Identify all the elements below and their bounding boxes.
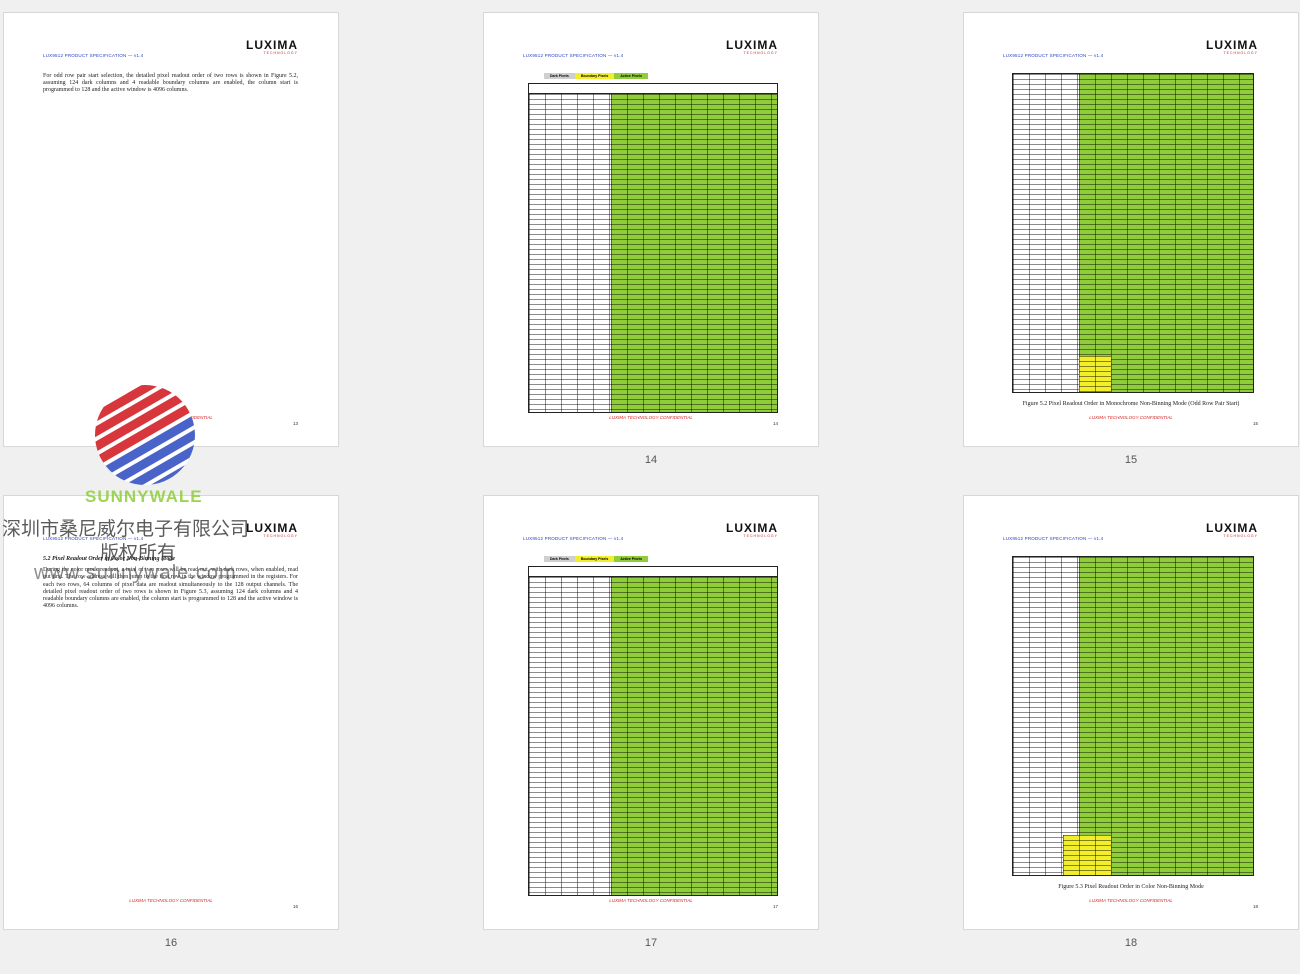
luxima-logo: LUXIMA TECHNOLOGY	[246, 38, 298, 55]
luxima-logo: LUXIMA TECHNOLOGY	[1206, 521, 1258, 538]
active-columns	[611, 84, 777, 412]
legend-boundary: Boundary Pixels	[574, 556, 615, 562]
page-label: 17	[644, 937, 658, 949]
confidential-footer: LUXIMA TECHNOLOGY CONFIDENTIAL	[609, 415, 693, 420]
page-header: LUX9512 PRODUCT SPECIFICATION — v1.4	[43, 53, 144, 58]
table-header	[529, 567, 777, 577]
page-thumbnail-18[interactable]: LUX9512 PRODUCT SPECIFICATION — v1.4 LUX…	[963, 495, 1299, 930]
page-footer-number: 18	[1252, 904, 1258, 909]
active-columns	[1079, 557, 1253, 875]
sunnywale-logo-icon	[95, 385, 195, 485]
page-label: 15	[1124, 454, 1138, 466]
legend-active: Active Pixels	[614, 73, 648, 79]
luxima-logo: LUXIMA TECHNOLOGY	[726, 38, 778, 55]
active-columns	[611, 567, 777, 895]
legend-dark: Dark Pixels	[544, 73, 575, 79]
page-label: 16	[164, 937, 178, 949]
page-header: LUX9512 PRODUCT SPECIFICATION — v1.4	[523, 53, 624, 58]
figure-caption: Figure 5.3 Pixel Readout Order in Color …	[1058, 884, 1204, 890]
confidential-footer: LUXIMA TECHNOLOGY CONFIDENTIAL	[609, 898, 693, 903]
luxima-logo: LUXIMA TECHNOLOGY	[726, 521, 778, 538]
page-header: LUX9512 PRODUCT SPECIFICATION — v1.4	[43, 536, 144, 541]
confidential-footer: LUXIMA TECHNOLOGY CONFIDENTIAL	[1089, 415, 1173, 420]
watermark-brand: SUNNYWALE	[85, 487, 203, 506]
legend-boundary: Boundary Pixels	[574, 73, 615, 79]
legend-dark: Dark Pixels	[544, 556, 575, 562]
boundary-columns	[1063, 835, 1111, 875]
page-header: LUX9512 PRODUCT SPECIFICATION — v1.4	[1003, 536, 1104, 541]
readout-table	[528, 566, 778, 896]
page-footer-number: 17	[772, 904, 778, 909]
page-body: 5.2 Pixel Readout Order in Color Non-Bin…	[43, 556, 298, 610]
luxima-logo: LUXIMA TECHNOLOGY	[1206, 38, 1258, 55]
legend-active: Active Pixels	[614, 556, 648, 562]
page-label: 14	[644, 454, 658, 466]
page-thumbnail-15[interactable]: LUX9512 PRODUCT SPECIFICATION — v1.4 LUX…	[963, 12, 1299, 447]
page-thumbnail-16[interactable]: LUX9512 PRODUCT SPECIFICATION — v1.4 LUX…	[3, 495, 339, 930]
confidential-footer: LUXIMA TECHNOLOGY CONFIDENTIAL	[129, 898, 213, 903]
page-header: LUX9512 PRODUCT SPECIFICATION — v1.4	[523, 536, 624, 541]
page-footer-number: 14	[772, 421, 778, 426]
luxima-logo: LUXIMA TECHNOLOGY	[246, 521, 298, 538]
boundary-columns	[1079, 356, 1111, 392]
page-thumbnail-14[interactable]: LUX9512 PRODUCT SPECIFICATION — v1.4 LUX…	[483, 12, 819, 447]
page-thumbnail-17[interactable]: LUX9512 PRODUCT SPECIFICATION — v1.4 LUX…	[483, 495, 819, 930]
page-label: 18	[1124, 937, 1138, 949]
confidential-footer: LUXIMA TECHNOLOGY CONFIDENTIAL	[1089, 898, 1173, 903]
active-columns	[1079, 74, 1253, 392]
readout-table	[1012, 73, 1254, 393]
page-footer-number: 16	[292, 904, 298, 909]
watermark-copyright: 版权所有	[100, 542, 177, 564]
pixel-legend: Dark Pixels Boundary Pixels Active Pixel…	[544, 556, 648, 562]
watermark-company: 深圳市桑尼威尔电子有限公司	[2, 518, 250, 540]
page-footer-number: 15	[1252, 421, 1258, 426]
page-body-text: During the color mode readout, a total o…	[43, 567, 298, 610]
section-heading: 5.2 Pixel Readout Order in Color Non-Bin…	[43, 556, 176, 562]
readout-table	[528, 83, 778, 413]
pixel-legend: Dark Pixels Boundary Pixels Active Pixel…	[544, 73, 648, 79]
watermark-url: www.sunnywale.com	[34, 562, 237, 584]
page-thumbnail-13[interactable]: LUX9512 PRODUCT SPECIFICATION — v1.4 LUX…	[3, 12, 339, 447]
page-header: LUX9512 PRODUCT SPECIFICATION — v1.4	[1003, 53, 1104, 58]
readout-table	[1012, 556, 1254, 876]
page-footer-number: 13	[292, 421, 298, 426]
table-header	[529, 84, 777, 94]
figure-caption: Figure 5.2 Pixel Readout Order in Monoch…	[1022, 401, 1240, 407]
page-body-text: For odd row pair start selection, the de…	[43, 73, 298, 94]
